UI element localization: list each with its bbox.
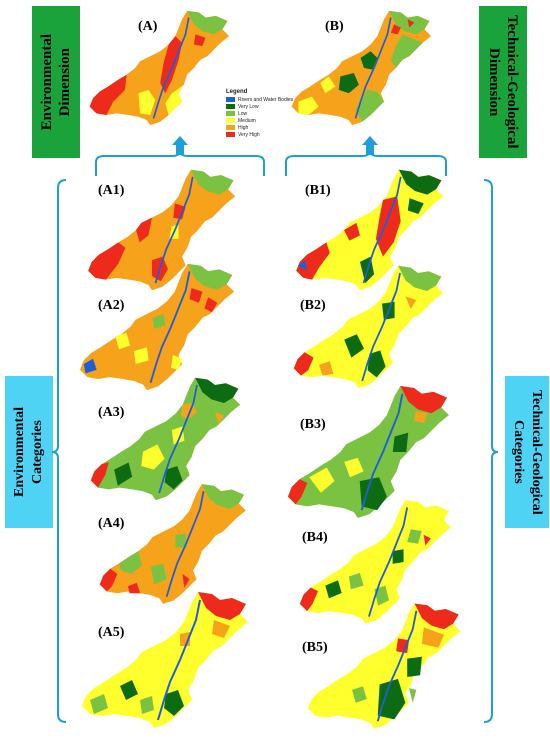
legend-item: Very High (226, 131, 302, 138)
map-b2 (293, 265, 482, 390)
map-label-b2: (B2) (300, 298, 326, 313)
legend-label: Rivers and Water Bodies (238, 96, 294, 103)
legend-item: Rivers and Water Bodies (226, 96, 302, 103)
technical-categories-box: Technical-Geological Categories (505, 376, 549, 528)
legend-item: Very Low (226, 103, 302, 110)
tech-cat-line2: Categories (511, 420, 526, 484)
left-bracket (51, 179, 67, 723)
environmental-categories-box: Environmental Categories (5, 376, 53, 528)
map-b1 (296, 169, 480, 292)
legend-item: Medium (226, 117, 302, 124)
map-a5 (80, 592, 280, 730)
map-legend: Legend Rivers and Water Bodies Very Low … (226, 89, 302, 138)
map-label-b4: (B4) (302, 530, 328, 545)
up-arrows (172, 136, 378, 155)
legend-title: Legend (226, 89, 248, 95)
legend-label: High (238, 124, 249, 131)
map-label-a: (A) (138, 19, 158, 34)
legend-item: High (226, 124, 302, 131)
map-b4 (299, 500, 480, 626)
map-label-a2: (A2) (98, 298, 125, 313)
map-a2 (66, 263, 276, 392)
map-label-b: (B) (325, 19, 344, 34)
technical-dimension-box: Technical-Geological Dimension (479, 6, 527, 158)
right-bracket (483, 179, 499, 723)
legend-item: Low (226, 110, 302, 117)
map-label-a1: (A1) (98, 183, 125, 198)
legend-label: Very Low (238, 103, 259, 110)
legend-label: Medium (238, 117, 256, 124)
map-label-a4: (A4) (98, 516, 125, 531)
map-b5 (306, 603, 490, 732)
map-a3 (90, 377, 274, 502)
map-b (290, 10, 458, 132)
map-label-b1: (B1) (305, 183, 331, 198)
tech-dim-line2: Dimension (486, 47, 502, 117)
tech-dim-line1: Technical-Geological (504, 15, 520, 149)
map-label-b5: (B5) (302, 640, 328, 655)
map-b3 (287, 386, 480, 524)
map-label-b3: (B3) (300, 417, 326, 432)
map-a (89, 10, 256, 132)
map-label-a5: (A5) (98, 625, 125, 640)
tech-cat-line1: Technical-Geological (529, 389, 544, 515)
legend-label: Low (238, 110, 248, 117)
map-label-a3: (A3) (98, 405, 125, 420)
environmental-dimension-box: Environmental Dimension (32, 6, 80, 158)
map-a1 (88, 169, 270, 292)
legend-label: Very High (238, 131, 260, 138)
map-a4 (99, 484, 274, 606)
